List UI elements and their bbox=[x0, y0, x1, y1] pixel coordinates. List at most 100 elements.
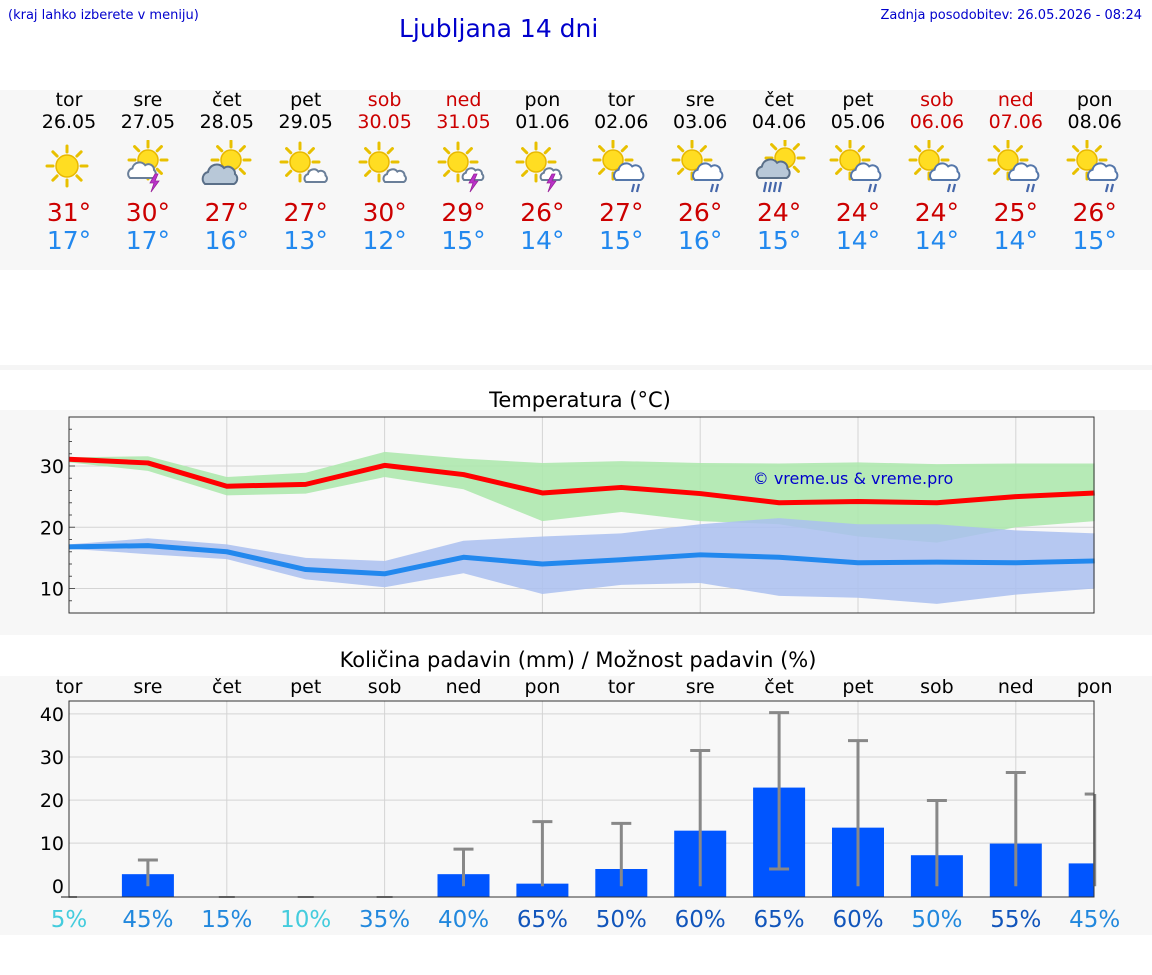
day-date: 26.05 bbox=[41, 111, 97, 133]
forecast-day: pon 08.06 26° 15° bbox=[1055, 90, 1135, 255]
min-temperature: 16° bbox=[204, 226, 249, 255]
precip-probability-label: 45% bbox=[122, 907, 173, 933]
day-date: 27.05 bbox=[120, 111, 176, 133]
min-temperature: 15° bbox=[756, 226, 802, 255]
sun-cloud-rain-icon bbox=[671, 140, 724, 193]
precip-probability-label: 10% bbox=[280, 907, 331, 933]
sun-thunder-icon bbox=[437, 141, 484, 193]
max-temperature: 27° bbox=[283, 198, 328, 227]
forecast-day: sob 30.05 30° 12° bbox=[345, 90, 425, 255]
forecast-day: tor 26.05 31° 17° bbox=[29, 90, 109, 255]
forecast-day: tor 02.06 27° 15° bbox=[581, 90, 661, 255]
sun-thunder-icon bbox=[515, 141, 563, 193]
forecast-day: sre 27.05 30° 17° bbox=[108, 90, 188, 255]
max-temperature: 26° bbox=[678, 198, 723, 227]
forecast-day: ned 31.05 29° 15° bbox=[424, 90, 504, 255]
forecast-day: sre 03.06 26° 16° bbox=[660, 90, 740, 255]
min-temperature: 17° bbox=[125, 226, 171, 255]
precip-day-label: sre bbox=[133, 676, 162, 698]
day-date: 28.05 bbox=[199, 111, 254, 133]
max-temperature: 25° bbox=[993, 198, 1038, 227]
sun-small-cloud-icon bbox=[358, 141, 407, 183]
sun-cloud-rain-icon bbox=[1066, 140, 1119, 193]
day-name: sob bbox=[367, 89, 402, 111]
precip-y-tick-label: 20 bbox=[40, 790, 64, 812]
min-temperature: 15° bbox=[599, 226, 644, 255]
precip-day-label: pet bbox=[842, 676, 873, 698]
day-name: pet bbox=[842, 89, 874, 111]
precip-probability-label: 55% bbox=[990, 907, 1041, 933]
max-temperature: 30° bbox=[362, 198, 407, 227]
day-date: 30.05 bbox=[357, 111, 412, 133]
day-name: pet bbox=[290, 89, 322, 111]
forecast-day: pon 01.06 26° 14° bbox=[502, 90, 582, 255]
temperature-plot-frame bbox=[68, 416, 1095, 614]
day-name: čet bbox=[212, 89, 242, 111]
precip-probability-label: 35% bbox=[359, 907, 410, 933]
sun-cloud-rain-icon bbox=[829, 140, 882, 193]
day-name: sre bbox=[685, 89, 715, 111]
max-temperature: 24° bbox=[835, 198, 881, 227]
location-hint: (kraj lahko izberete v meniju) bbox=[8, 8, 199, 23]
precip-day-label: pet bbox=[290, 676, 321, 698]
day-date: 04.06 bbox=[751, 111, 807, 133]
max-temperature: 31° bbox=[46, 198, 92, 227]
forecast-strip bbox=[0, 90, 1152, 270]
temperature-chart-title: Temperatura (°C) bbox=[489, 388, 671, 412]
sun-cloud-thunder-icon bbox=[127, 140, 169, 193]
day-name: pon bbox=[524, 89, 561, 111]
max-temperature: 26° bbox=[1072, 198, 1117, 227]
day-date: 07.06 bbox=[988, 111, 1043, 133]
sun-cloud-rain-icon bbox=[987, 140, 1040, 193]
precip-probability-label: 45% bbox=[1069, 907, 1120, 933]
precipitation-plot-frame bbox=[68, 700, 1095, 898]
day-name: ned bbox=[997, 89, 1034, 111]
forecast-day: pet 29.05 27° 13° bbox=[266, 90, 346, 255]
day-date: 01.06 bbox=[515, 111, 570, 133]
separator bbox=[0, 365, 1152, 370]
sun-small-cloud-icon bbox=[279, 141, 328, 183]
max-temperature: 27° bbox=[599, 198, 644, 227]
precip-y-tick-label: 0 bbox=[52, 876, 64, 898]
day-date: 03.06 bbox=[672, 111, 728, 133]
max-temperature: 26° bbox=[520, 198, 565, 227]
temp-max-range-band bbox=[69, 451, 1095, 543]
precip-y-tick-label: 10 bbox=[40, 833, 64, 855]
precipitation-chart-title: Količina padavin (mm) / Možnost padavin … bbox=[339, 648, 817, 672]
day-date: 06.06 bbox=[909, 111, 965, 133]
precip-probability-label: 65% bbox=[754, 907, 805, 933]
min-temperature: 14° bbox=[914, 226, 960, 255]
day-name: sob bbox=[920, 89, 954, 111]
precip-day-label: sre bbox=[686, 676, 715, 698]
min-temperature: 15° bbox=[1072, 226, 1117, 255]
precip-day-label: tor bbox=[608, 676, 635, 698]
sun-cloud-rain-icon bbox=[592, 140, 645, 193]
precip-probability-label: 50% bbox=[911, 907, 962, 933]
precip-day-label: čet bbox=[764, 676, 794, 698]
watermark: © vreme.us & vreme.pro bbox=[753, 469, 954, 488]
sun-cloud-rain-icon bbox=[908, 140, 961, 193]
precip-day-label: čet bbox=[212, 676, 242, 698]
min-temperature: 15° bbox=[441, 226, 486, 255]
max-temperature: 30° bbox=[125, 198, 171, 227]
max-temperature: 24° bbox=[756, 198, 802, 227]
min-temperature: 14° bbox=[520, 226, 565, 255]
day-date: 08.06 bbox=[1067, 111, 1122, 133]
min-temperature: 14° bbox=[835, 226, 881, 255]
precip-day-label: ned bbox=[998, 676, 1034, 698]
forecast-day: sob 06.06 24° 14° bbox=[897, 90, 977, 255]
max-temperature: 27° bbox=[204, 198, 249, 227]
forecast-day: ned 07.06 25° 14° bbox=[976, 90, 1056, 255]
day-date: 29.05 bbox=[278, 111, 333, 133]
min-temperature: 16° bbox=[678, 226, 723, 255]
temp-max-line bbox=[68, 456, 1095, 506]
day-name: pon bbox=[1076, 89, 1113, 111]
temp-y-tick-label: 30 bbox=[40, 456, 64, 478]
precip-probability-label: 65% bbox=[517, 907, 568, 933]
min-temperature: 14° bbox=[993, 226, 1038, 255]
day-name: tor bbox=[607, 89, 635, 111]
precip-day-label: tor bbox=[56, 676, 83, 698]
forecast-day: čet 04.06 24° 15° bbox=[739, 90, 819, 255]
precip-day-label: sob bbox=[368, 676, 402, 698]
precip-bar bbox=[1068, 863, 1094, 897]
